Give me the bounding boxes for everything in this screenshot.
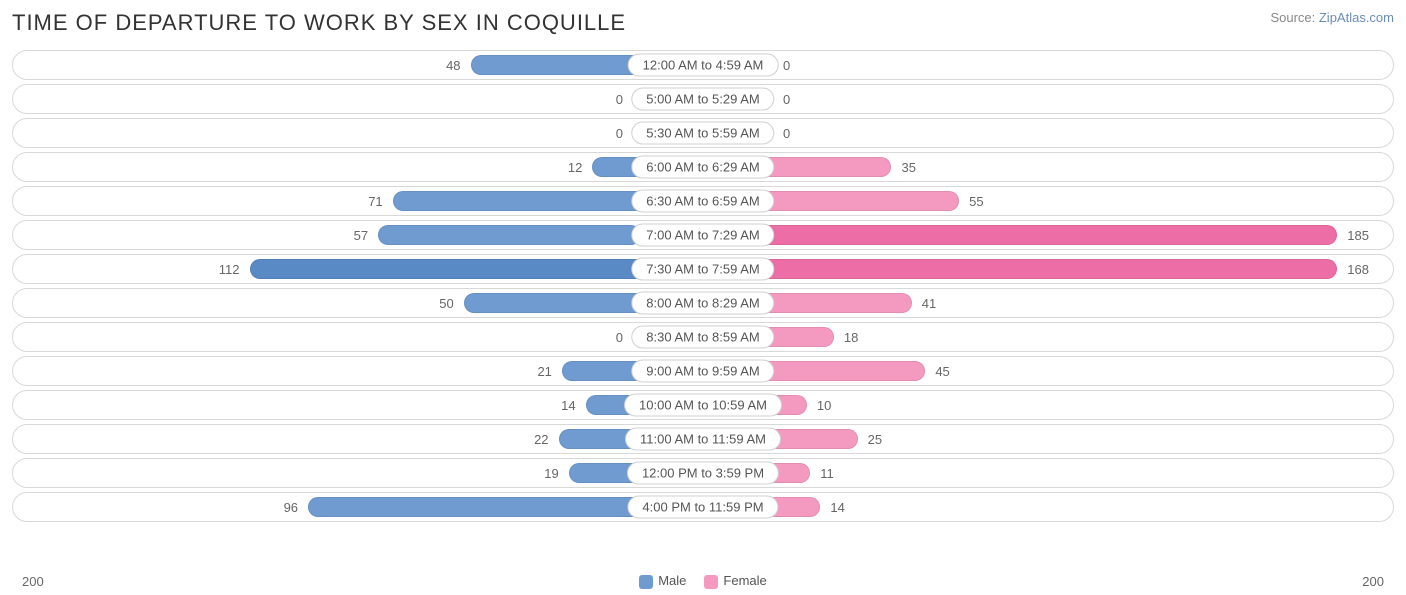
male-value-label: 50 (429, 296, 463, 311)
legend-item-female: Female (704, 573, 766, 589)
male-value-label: 71 (358, 194, 392, 209)
female-half: 35 (703, 153, 1379, 181)
time-range-label: 5:30 AM to 5:59 AM (631, 122, 774, 145)
male-half: 22 (27, 425, 703, 453)
female-half: 45 (703, 357, 1379, 385)
female-value-label: 168 (1337, 262, 1379, 277)
male-half: 12 (27, 153, 703, 181)
female-value-label: 0 (773, 92, 800, 107)
chart-row: 19 11 12:00 PM to 3:59 PM (12, 458, 1394, 488)
time-range-label: 7:00 AM to 7:29 AM (631, 224, 774, 247)
male-bar (378, 225, 641, 245)
chart-row: 48 012:00 AM to 4:59 AM (12, 50, 1394, 80)
female-bar (699, 259, 1338, 279)
male-half: 48 (27, 51, 703, 79)
female-value-label: 55 (959, 194, 993, 209)
male-value-label: 22 (524, 432, 558, 447)
legend-swatch-male (639, 575, 653, 589)
chart-row: 0 18 8:30 AM to 8:59 AM (12, 322, 1394, 352)
chart-legend: Male Female (0, 573, 1406, 589)
female-half: 168 (699, 255, 1379, 283)
male-value-label: 48 (436, 58, 470, 73)
male-value-label: 57 (344, 228, 378, 243)
female-half: 25 (703, 425, 1379, 453)
time-range-label: 9:00 AM to 9:59 AM (631, 360, 774, 383)
female-half: 55 (703, 187, 1379, 215)
male-value-label: 21 (527, 364, 561, 379)
male-half: 0 (27, 85, 703, 113)
source-label: Source: (1270, 10, 1318, 25)
chart-row: 0 05:00 AM to 5:29 AM (12, 84, 1394, 114)
legend-swatch-female (704, 575, 718, 589)
time-range-label: 6:00 AM to 6:29 AM (631, 156, 774, 179)
female-value-label: 185 (1337, 228, 1379, 243)
male-value-label: 0 (606, 126, 633, 141)
female-half: 0 (703, 51, 1379, 79)
time-range-label: 10:00 AM to 10:59 AM (624, 394, 782, 417)
time-range-label: 12:00 PM to 3:59 PM (627, 462, 779, 485)
male-value-label: 96 (274, 500, 308, 515)
axis-max-right: 200 (1362, 574, 1384, 589)
male-value-label: 112 (209, 262, 250, 277)
female-value-label: 45 (925, 364, 959, 379)
time-range-label: 4:00 PM to 11:59 PM (627, 496, 778, 519)
male-value-label: 0 (606, 330, 633, 345)
female-half: 0 (703, 85, 1379, 113)
time-range-label: 12:00 AM to 4:59 AM (628, 54, 779, 77)
male-half: 21 (27, 357, 703, 385)
chart-row: 96 14 4:00 PM to 11:59 PM (12, 492, 1394, 522)
chart-row: 21 45 9:00 AM to 9:59 AM (12, 356, 1394, 386)
time-range-label: 7:30 AM to 7:59 AM (631, 258, 774, 281)
time-range-label: 11:00 AM to 11:59 AM (625, 428, 781, 451)
legend-item-male: Male (639, 573, 686, 589)
female-half: 11 (703, 459, 1379, 487)
time-range-label: 6:30 AM to 6:59 AM (631, 190, 774, 213)
male-half: 96 (27, 493, 703, 521)
female-value-label: 25 (858, 432, 892, 447)
female-value-label: 18 (834, 330, 868, 345)
female-half: 18 (703, 323, 1379, 351)
source-attribution: Source: ZipAtlas.com (1270, 10, 1394, 25)
male-half: 50 (27, 289, 703, 317)
chart-row: 71 55 6:30 AM to 6:59 AM (12, 186, 1394, 216)
female-value-label: 10 (807, 398, 841, 413)
female-value-label: 35 (891, 160, 925, 175)
time-range-label: 8:30 AM to 8:59 AM (631, 326, 774, 349)
legend-label-female: Female (723, 573, 766, 588)
chart-row: 50 41 8:00 AM to 8:29 AM (12, 288, 1394, 318)
male-half: 19 (27, 459, 703, 487)
male-value-label: 19 (534, 466, 568, 481)
female-half: 14 (703, 493, 1379, 521)
time-range-label: 5:00 AM to 5:29 AM (631, 88, 774, 111)
chart-title: TIME OF DEPARTURE TO WORK BY SEX IN COQU… (12, 10, 626, 36)
female-half: 0 (703, 119, 1379, 147)
female-half: 41 (703, 289, 1379, 317)
female-value-label: 0 (773, 126, 800, 141)
male-half: 57 (27, 221, 641, 249)
female-value-label: 41 (912, 296, 946, 311)
male-value-label: 0 (606, 92, 633, 107)
male-value-label: 12 (558, 160, 592, 175)
chart-row: 57 185 7:00 AM to 7:29 AM (12, 220, 1394, 250)
chart-row: 12 35 6:00 AM to 6:29 AM (12, 152, 1394, 182)
male-half: 112 (27, 255, 699, 283)
source-link[interactable]: ZipAtlas.com (1319, 10, 1394, 25)
female-half: 10 (703, 391, 1379, 419)
axis-max-left: 200 (22, 574, 44, 589)
male-half: 0 (27, 323, 703, 351)
time-range-label: 8:00 AM to 8:29 AM (631, 292, 774, 315)
male-half: 71 (27, 187, 703, 215)
diverging-bar-chart: 48012:00 AM to 4:59 AM005:00 AM to 5:29 … (12, 50, 1394, 565)
chart-row: 0 05:30 AM to 5:59 AM (12, 118, 1394, 148)
chart-row: 112 168 7:30 AM to 7:59 AM (12, 254, 1394, 284)
female-value-label: 11 (810, 466, 844, 481)
chart-row: 22 25 11:00 AM to 11:59 AM (12, 424, 1394, 454)
male-value-label: 14 (551, 398, 585, 413)
female-value-label: 14 (820, 500, 854, 515)
male-half: 0 (27, 119, 703, 147)
male-half: 14 (27, 391, 703, 419)
chart-row: 14 10 10:00 AM to 10:59 AM (12, 390, 1394, 420)
legend-label-male: Male (658, 573, 686, 588)
